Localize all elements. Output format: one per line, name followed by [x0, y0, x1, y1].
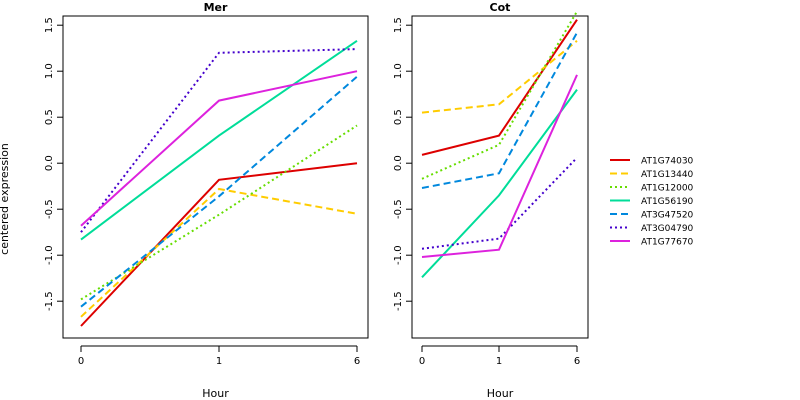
series-line-at1g12000 — [80, 124, 358, 301]
panel-cot: Cot -1.5 -1.0 -0.5 0.0 0.5 1.0 1.5 0 1 6 Hour — [393, 1, 589, 400]
y-tick-label: 1.0 — [393, 63, 404, 79]
series-line-at1g13440 — [421, 40, 578, 114]
y-tick-label: 1.0 — [44, 63, 55, 79]
y-tick-label: 0.5 — [393, 109, 404, 125]
y-tick-label: 1.5 — [44, 17, 55, 33]
x-tick-label: 0 — [419, 356, 425, 367]
panel-mer: Mer -1.5 -1.0 -0.5 0.0 0.5 1.0 1.5 0 1 6 Hour — [44, 1, 369, 400]
series-line-at3g04790 — [80, 48, 358, 233]
x-tick-label: 1 — [496, 356, 502, 367]
x-tick-label: 6 — [574, 356, 580, 367]
legend-label: AT1G12000 — [641, 184, 694, 194]
series-line-at3g47520 — [421, 32, 578, 189]
series-line-at3g47520 — [80, 75, 358, 308]
series-line-at1g74030 — [421, 19, 578, 156]
y-tick-label: 1.5 — [393, 17, 404, 33]
series-line-at1g12000 — [421, 10, 578, 180]
series-line-at1g56190 — [421, 89, 578, 278]
y-tick-label: -0.5 — [44, 199, 55, 219]
y-tick-label: 0.0 — [44, 155, 55, 171]
plot-frame — [411, 15, 589, 339]
y-tick-label: -0.5 — [393, 199, 404, 219]
series-line-at3g04790 — [421, 157, 578, 250]
series-line-at1g77670 — [80, 70, 358, 227]
y-tick-label: -1.0 — [393, 245, 404, 265]
panel-title: Mer — [204, 1, 228, 14]
y-axis-label: centered expression — [0, 143, 11, 255]
legend-label: AT1G56190 — [641, 197, 694, 207]
y-tick-label: 0.0 — [393, 155, 404, 171]
x-tick-label: 6 — [354, 356, 360, 367]
x-tick-label: 0 — [78, 356, 84, 367]
series-line-at1g56190 — [80, 39, 358, 241]
legend-label: AT1G74030 — [641, 157, 694, 167]
series-line-at1g77670 — [421, 74, 578, 258]
plot-frame — [62, 15, 369, 339]
legend-label: AT3G47520 — [641, 211, 694, 221]
x-axis-label: Hour — [487, 387, 514, 400]
legend-label: AT3G04790 — [641, 224, 694, 234]
panel-title: Cot — [490, 1, 511, 14]
legend-label: AT1G77670 — [641, 238, 694, 248]
x-tick-label: 1 — [216, 356, 222, 367]
y-tick-label: -1.5 — [44, 291, 55, 311]
y-tick-label: -1.0 — [44, 245, 55, 265]
legend-label: AT1G13440 — [641, 170, 694, 180]
series-line-at1g74030 — [80, 162, 358, 327]
y-tick-label: 0.5 — [44, 109, 55, 125]
x-axis-label: Hour — [202, 387, 229, 400]
series-line-at1g13440 — [80, 187, 358, 318]
y-tick-label: -1.5 — [393, 291, 404, 311]
legend: AT1G74030 AT1G13440 AT1G12000 AT1G56190 AT3G… — [610, 157, 694, 248]
